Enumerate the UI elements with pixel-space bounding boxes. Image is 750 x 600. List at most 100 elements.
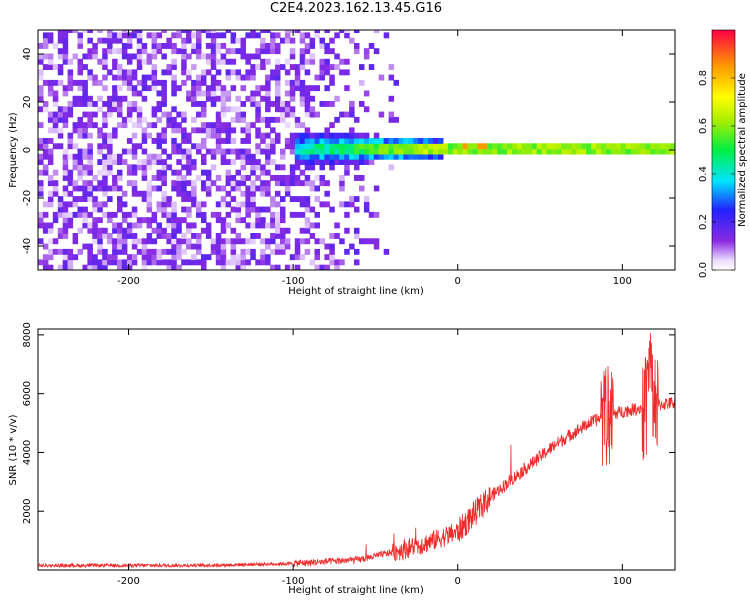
heat-cell xyxy=(250,196,256,202)
heat-cell xyxy=(156,79,162,86)
heat-cell xyxy=(339,175,345,181)
heat-cell xyxy=(220,90,227,97)
heat-cell xyxy=(240,85,246,92)
heat-cell xyxy=(191,116,197,123)
heat-cell xyxy=(38,106,44,113)
heat-cell xyxy=(117,153,123,160)
heat-cell xyxy=(344,248,350,255)
heat-cell xyxy=(640,143,646,150)
heat-cell xyxy=(620,143,627,150)
heat-cell xyxy=(289,264,296,270)
heat-cell xyxy=(280,148,286,155)
heat-cell xyxy=(319,101,325,107)
heat-cell xyxy=(166,259,172,266)
heat-cell xyxy=(245,53,251,60)
heat-cell xyxy=(131,153,138,160)
heat-cell xyxy=(201,185,207,192)
heat-cell xyxy=(181,238,187,245)
heat-cell xyxy=(38,138,44,144)
heat-cell xyxy=(507,143,513,150)
heat-cell xyxy=(166,153,172,160)
spectrogram-ytick-label: -20 xyxy=(22,190,33,206)
heat-cell xyxy=(319,64,325,70)
heat-cell xyxy=(92,238,98,245)
heat-cell xyxy=(334,64,340,70)
heat-cell xyxy=(77,132,83,139)
heat-cell xyxy=(97,159,103,165)
heat-cell xyxy=(245,259,251,266)
heat-cell xyxy=(131,32,138,39)
heat-cell xyxy=(299,90,306,97)
heat-cell xyxy=(87,69,93,76)
heat-cell xyxy=(250,185,256,192)
heat-cell xyxy=(235,116,241,123)
heat-cell xyxy=(630,148,637,155)
heat-cell xyxy=(146,206,153,213)
heat-cell xyxy=(270,148,276,155)
heat-cell xyxy=(102,53,108,60)
heat-cell xyxy=(250,122,256,129)
heat-cell xyxy=(205,254,212,261)
heat-cell xyxy=(72,143,79,150)
heat-cell xyxy=(196,127,202,134)
heat-cell xyxy=(67,211,74,218)
heat-cell xyxy=(250,254,256,261)
heat-cell xyxy=(161,148,167,155)
heat-cell xyxy=(38,69,44,76)
heat-cell xyxy=(72,30,79,33)
heat-cell xyxy=(517,143,523,150)
heat-cell xyxy=(304,90,311,97)
heat-cell xyxy=(230,48,237,55)
heat-cell xyxy=(117,95,123,102)
heat-cell xyxy=(388,116,395,123)
heat-cell xyxy=(191,127,197,134)
heat-cell xyxy=(215,95,222,102)
heat-cell xyxy=(151,153,158,160)
heat-cell xyxy=(334,132,340,139)
heat-cell xyxy=(299,238,306,245)
heat-cell xyxy=(230,254,237,261)
heat-cell xyxy=(112,243,118,250)
heat-cell xyxy=(260,169,266,176)
heat-cell xyxy=(314,148,320,155)
heat-cell xyxy=(136,116,143,123)
heat-cell xyxy=(418,153,424,160)
heat-cell xyxy=(72,254,79,261)
spectrogram-xtick-label: 0 xyxy=(455,276,461,287)
heat-cell xyxy=(67,111,74,118)
heat-cell xyxy=(82,190,88,197)
heat-cell xyxy=(655,143,661,150)
heat-cell xyxy=(235,106,241,113)
heat-cell xyxy=(482,143,488,150)
heat-cell xyxy=(324,69,330,76)
heat-cell xyxy=(52,211,59,218)
heat-cell xyxy=(77,116,83,123)
heat-cell xyxy=(210,43,217,49)
heat-cell xyxy=(284,122,291,129)
heat-cell xyxy=(354,132,360,139)
heat-cell xyxy=(191,95,197,102)
heat-cell xyxy=(304,106,311,113)
heat-cell xyxy=(102,190,108,197)
heat-cell xyxy=(112,48,118,55)
heat-cell xyxy=(205,233,212,239)
heat-cell xyxy=(52,180,59,187)
heat-cell xyxy=(72,201,79,208)
heat-cell xyxy=(359,138,365,144)
heat-cell xyxy=(126,211,133,218)
heat-cell xyxy=(146,196,153,202)
heat-cell xyxy=(270,37,276,44)
heat-cell xyxy=(191,48,197,55)
heat-cell xyxy=(38,43,44,49)
heat-cell xyxy=(368,211,375,218)
heat-cell xyxy=(423,143,429,150)
heat-cell xyxy=(403,138,409,144)
heat-cell xyxy=(319,143,325,150)
heat-cell xyxy=(181,180,187,187)
heat-cell xyxy=(299,138,306,144)
heat-cell xyxy=(112,211,118,218)
heat-cell xyxy=(329,259,335,266)
heat-cell xyxy=(62,122,69,129)
heat-cell xyxy=(131,238,138,245)
heat-cell xyxy=(107,101,113,107)
